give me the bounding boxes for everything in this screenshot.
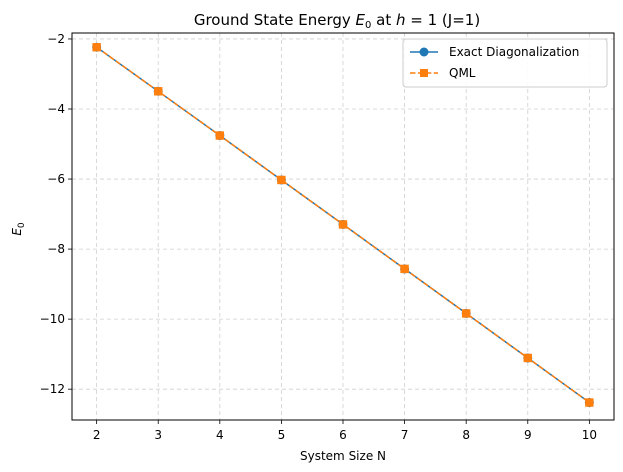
- y-tick-label: −6: [47, 172, 65, 186]
- data-point-qml: [92, 43, 101, 52]
- y-tick-label: −8: [47, 242, 65, 256]
- y-tick-label: −12: [40, 382, 65, 396]
- data-point-qml: [338, 220, 348, 229]
- legend-marker-exact: [419, 47, 429, 57]
- x-tick-label: 9: [524, 428, 532, 442]
- legend: Exact Diagonalization QML: [402, 38, 608, 88]
- x-tick-label: 8: [462, 428, 470, 442]
- data-point-qml: [400, 264, 409, 274]
- y-tick-label: −4: [47, 102, 65, 116]
- x-tick-label: 7: [401, 428, 409, 442]
- y-axis: −2 −4 −6 −8 −10 −12: [40, 32, 72, 396]
- x-tick-label: 3: [154, 428, 162, 442]
- chart-title: Ground State Energy E0 at h = 1 (J=1): [194, 11, 480, 31]
- data-point-qml: [523, 353, 532, 363]
- x-tick-label: 10: [582, 428, 597, 442]
- x-tick-label: 2: [93, 428, 101, 442]
- legend-entry-exact: Exact Diagonalization: [410, 45, 579, 59]
- y-tick-label: −2: [47, 32, 65, 46]
- data-point-qml: [154, 87, 163, 96]
- x-axis-label: System Size N: [300, 449, 386, 463]
- data-point-qml: [461, 309, 471, 318]
- legend-label-qml: QML: [449, 66, 476, 80]
- y-axis-label: E0: [10, 222, 27, 236]
- legend-marker-qml: [420, 69, 428, 77]
- x-tick-label: 4: [216, 428, 224, 442]
- x-tick-label: 5: [278, 428, 286, 442]
- legend-label-exact: Exact Diagonalization: [449, 45, 579, 59]
- x-tick-label: 6: [339, 428, 347, 442]
- series-layer: [92, 42, 594, 408]
- data-point-qml: [585, 398, 594, 407]
- data-point-qml: [215, 131, 225, 140]
- x-axis: 2 3 4 5 6 7 8 9 10: [93, 420, 597, 442]
- legend-frame: [402, 38, 608, 88]
- legend-entry-qml: QML: [410, 66, 476, 80]
- y-tick-label: −10: [40, 312, 65, 326]
- data-point-qml: [277, 175, 286, 185]
